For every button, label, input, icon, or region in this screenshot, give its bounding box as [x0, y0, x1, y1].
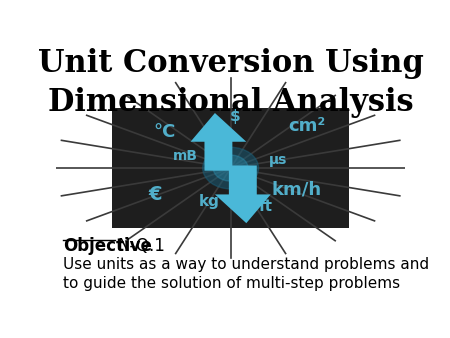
- Text: °C: °C: [153, 123, 176, 141]
- Polygon shape: [215, 166, 271, 223]
- Text: Objective: Objective: [63, 237, 152, 255]
- Circle shape: [213, 155, 248, 181]
- Text: $: $: [230, 109, 241, 124]
- Polygon shape: [190, 113, 246, 171]
- Text: Unit Conversion Using: Unit Conversion Using: [38, 48, 423, 79]
- Text: Dimensional Analysis: Dimensional Analysis: [48, 88, 414, 118]
- Text: mB: mB: [173, 149, 198, 163]
- Text: N-Q.1: N-Q.1: [117, 237, 166, 255]
- Text: ft: ft: [259, 199, 273, 214]
- Text: km/h: km/h: [272, 180, 322, 199]
- Text: €: €: [148, 185, 162, 204]
- Text: Use units as a way to understand problems and
to guide the solution of multi-ste: Use units as a way to understand problem…: [63, 257, 429, 291]
- Text: cm²: cm²: [288, 117, 325, 135]
- Text: kg: kg: [199, 194, 220, 209]
- Circle shape: [202, 147, 258, 189]
- FancyBboxPatch shape: [112, 108, 349, 228]
- Text: μs: μs: [269, 153, 287, 167]
